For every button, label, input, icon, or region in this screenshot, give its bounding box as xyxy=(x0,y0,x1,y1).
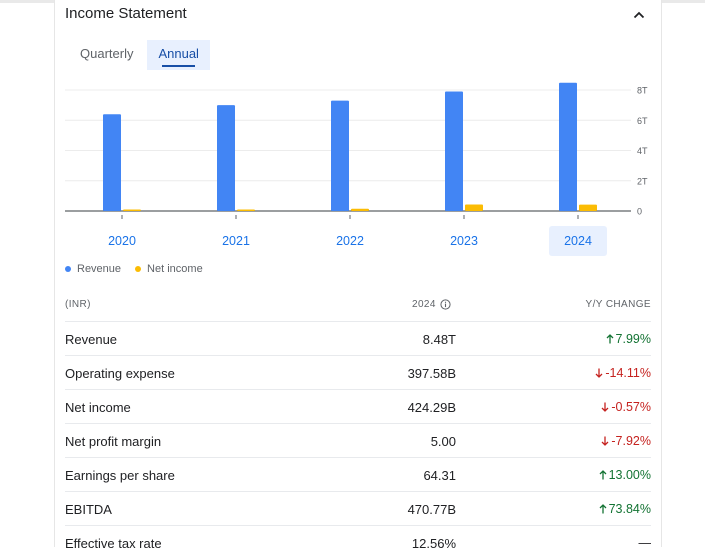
x-tick-label: 2021 xyxy=(222,234,250,248)
bar-revenue xyxy=(217,105,235,211)
table-row: Operating expense 397.58B -14.11% xyxy=(65,355,651,389)
tab-annual[interactable]: Annual xyxy=(147,40,210,70)
x-tick-label: 2024 xyxy=(564,234,592,248)
bar-revenue xyxy=(331,100,349,211)
row-change: -14.11% xyxy=(595,366,651,380)
legend-dot-revenue xyxy=(65,266,71,272)
table-row: Net profit margin 5.00 -7.92% xyxy=(65,423,651,457)
bar-net-income xyxy=(123,209,141,211)
x-tick-label: 2020 xyxy=(108,234,136,248)
row-value: 5.00 xyxy=(430,434,456,449)
period-tabs: Quarterly Annual xyxy=(69,40,213,70)
row-change: — xyxy=(639,536,652,550)
table-header: (INR) 2024 Y/Y CHANGE xyxy=(65,299,651,313)
legend-label-revenue: Revenue xyxy=(77,263,122,275)
income-statement-card: Income Statement Quarterly Annual 0 2T 4T 6… xyxy=(54,0,662,551)
arrow-down-icon xyxy=(601,402,609,412)
table-row: EBITDA 470.77B 73.84% xyxy=(65,491,651,525)
row-value: 470.77B xyxy=(407,502,456,517)
chevron-up-icon[interactable] xyxy=(631,7,647,23)
table-row: Effective tax rate 12.56% — xyxy=(65,525,651,559)
row-change-value: 13.00% xyxy=(608,468,651,482)
legend-label-net-income: Net income xyxy=(147,263,203,275)
row-change-value: -14.11% xyxy=(605,366,651,380)
bar-net-income xyxy=(237,209,255,211)
tab-quarterly[interactable]: Quarterly xyxy=(80,46,134,61)
header-year: 2024 xyxy=(412,299,451,310)
row-label: Net profit margin xyxy=(65,434,162,449)
legend-item-revenue: Revenue xyxy=(65,263,121,275)
row-change-value: 7.99% xyxy=(615,332,651,346)
row-label: Earnings per share xyxy=(65,468,175,483)
y-tick-label: 6T xyxy=(637,116,648,126)
legend-dot-net-income xyxy=(135,266,142,272)
bar-net-income xyxy=(465,204,483,211)
arrow-down-icon xyxy=(601,436,609,446)
x-tick-label: 2022 xyxy=(336,234,364,248)
y-tick-label: 2T xyxy=(637,176,648,186)
row-change: 13.00% xyxy=(599,468,651,482)
table-row: Revenue 8.48T 7.99% xyxy=(65,321,651,355)
header-year-label: 2024 xyxy=(412,299,436,310)
row-value: 8.48T xyxy=(422,332,456,347)
row-value: 64.31 xyxy=(423,468,456,483)
table-row: Net income 424.29B -0.57% xyxy=(65,389,651,423)
header-change: Y/Y CHANGE xyxy=(585,299,651,310)
bar-net-income xyxy=(579,204,597,211)
y-tick-label: 0 xyxy=(637,207,642,217)
table-row: Earnings per share 64.31 13.00% xyxy=(65,457,651,491)
info-icon[interactable] xyxy=(440,299,451,310)
x-tick-label: 2023 xyxy=(450,234,478,248)
arrow-up-icon xyxy=(606,334,614,344)
bar-net-income xyxy=(351,208,369,211)
row-label: Revenue xyxy=(65,332,118,347)
bar-revenue xyxy=(559,82,577,212)
row-label: Operating expense xyxy=(65,366,175,381)
row-value: 397.58B xyxy=(407,366,456,381)
financial-table: Revenue 8.48T 7.99% Operating expense 397.58… xyxy=(65,321,651,559)
arrow-up-icon xyxy=(599,504,607,514)
row-change-value: -7.92% xyxy=(611,434,651,448)
header-currency: (INR) xyxy=(65,299,91,310)
arrow-down-icon xyxy=(595,368,603,378)
y-tick-label: 8T xyxy=(637,86,648,96)
income-chart: 0 2T 4T 6T 8T 2020 2021 2022 2023 2024 xyxy=(65,82,648,256)
selected-year-highlight xyxy=(549,226,607,256)
row-value: 12.56% xyxy=(411,536,456,551)
row-change-value: 73.84% xyxy=(608,502,651,516)
chart-legend: Revenue Net income xyxy=(65,263,217,275)
y-tick-label: 4T xyxy=(637,146,648,156)
row-change: -7.92% xyxy=(601,434,651,448)
row-label: Net income xyxy=(65,400,131,415)
bar-revenue xyxy=(103,114,121,211)
row-change: -0.57% xyxy=(601,400,651,414)
row-change-value: — xyxy=(638,536,652,550)
card-title: Income Statement xyxy=(65,5,187,22)
row-label: EBITDA xyxy=(65,502,112,517)
row-change: 7.99% xyxy=(606,332,651,346)
row-change: 73.84% xyxy=(599,502,651,516)
arrow-up-icon xyxy=(599,470,607,480)
row-value: 424.29B xyxy=(407,400,456,415)
row-change-value: -0.57% xyxy=(611,400,651,414)
legend-item-net-income: Net income xyxy=(135,263,203,275)
bar-revenue xyxy=(445,91,463,211)
row-label: Effective tax rate xyxy=(65,536,162,551)
